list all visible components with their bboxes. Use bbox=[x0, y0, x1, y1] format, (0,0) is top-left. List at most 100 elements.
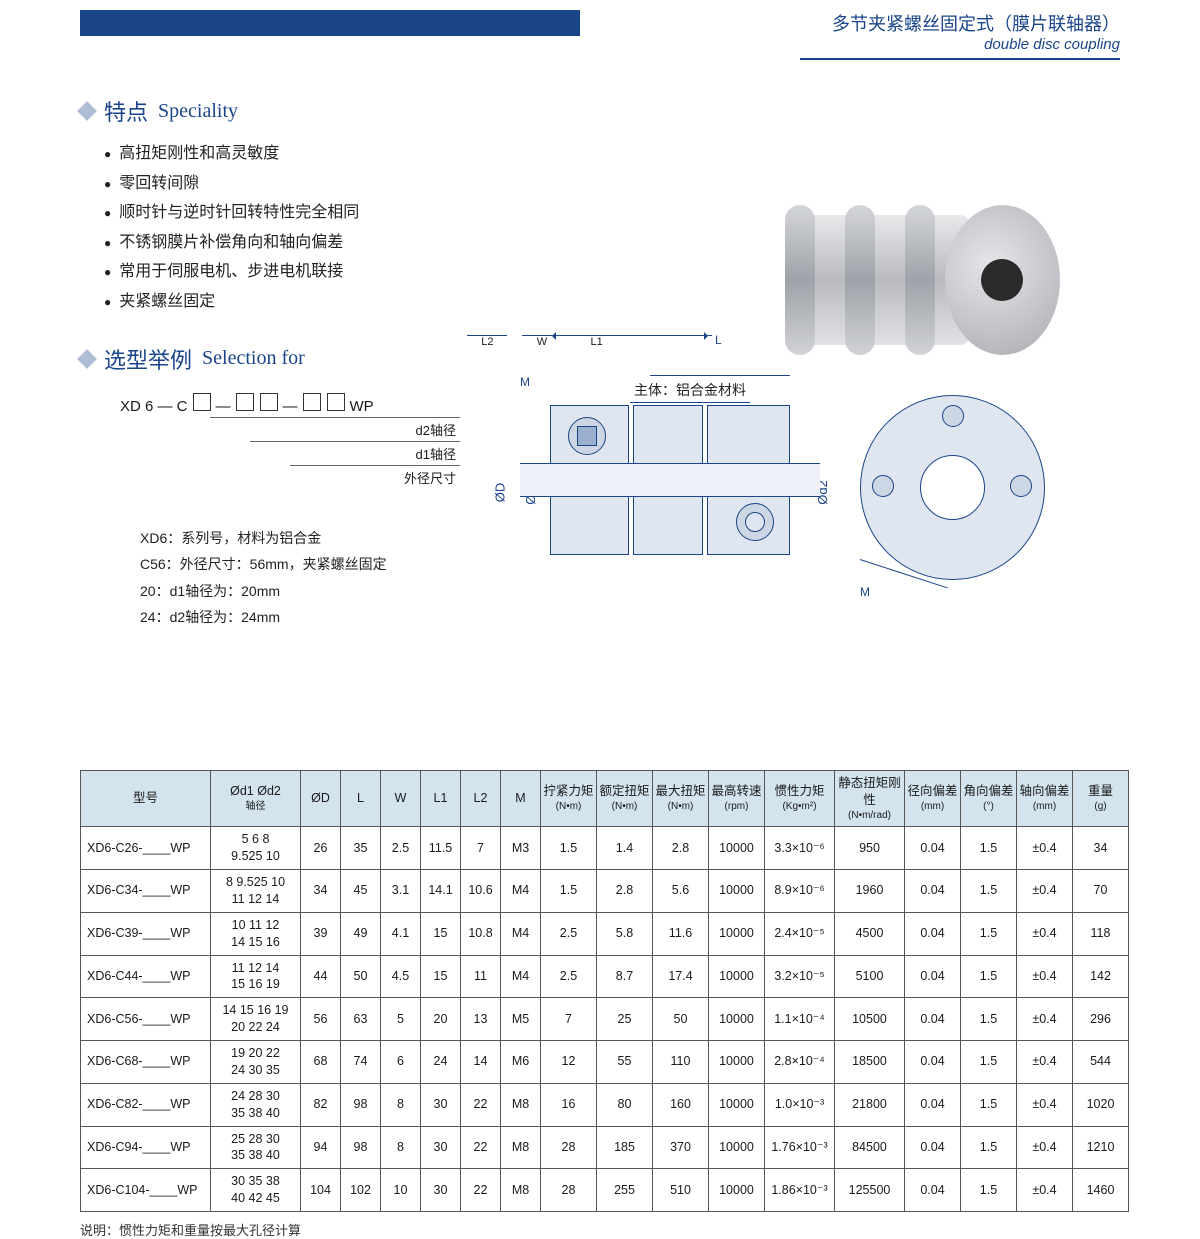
table-cell: 1.5 bbox=[961, 912, 1017, 955]
table-cell: 45 bbox=[341, 870, 381, 913]
table-cell: 7 bbox=[541, 998, 597, 1041]
table-cell: 1.5 bbox=[541, 827, 597, 870]
table-cell: 510 bbox=[653, 1169, 709, 1212]
table-cell: 1.76×10⁻³ bbox=[765, 1126, 835, 1169]
table-cell: ±0.4 bbox=[1017, 870, 1073, 913]
table-cell: 118 bbox=[1073, 912, 1129, 955]
table-row: XD6-C56-____WP14 15 16 1920 22 245663520… bbox=[81, 998, 1129, 1041]
table-cell: 1.5 bbox=[961, 1169, 1017, 1212]
table-header: 最大扭矩(N•m) bbox=[653, 771, 709, 827]
table-cell: 34 bbox=[1073, 827, 1129, 870]
table-cell: 1.5 bbox=[961, 1083, 1017, 1126]
table-cell: 22 bbox=[461, 1126, 501, 1169]
table-cell: 3.3×10⁻⁶ bbox=[765, 827, 835, 870]
table-cell: 82 bbox=[301, 1083, 341, 1126]
table-cell: 94 bbox=[301, 1126, 341, 1169]
table-cell: 70 bbox=[1073, 870, 1129, 913]
table-cell: 1.5 bbox=[961, 1041, 1017, 1084]
table-row: XD6-C26-____WP5 6 89.525 1026352.511.57M… bbox=[81, 827, 1129, 870]
table-cell: ±0.4 bbox=[1017, 998, 1073, 1041]
table-cell: 2.8×10⁻⁴ bbox=[765, 1041, 835, 1084]
table-cell: ±0.4 bbox=[1017, 1083, 1073, 1126]
table-cell: 1210 bbox=[1073, 1126, 1129, 1169]
table-cell: 98 bbox=[341, 1126, 381, 1169]
table-header: Ød1 Ød2轴径 bbox=[211, 771, 301, 827]
table-cell: 6 bbox=[381, 1041, 421, 1084]
table-row: XD6-C82-____WP24 28 3035 38 40829883022M… bbox=[81, 1083, 1129, 1126]
table-cell: 74 bbox=[341, 1041, 381, 1084]
table-row: XD6-C34-____WP8 9.525 1011 12 1434453.11… bbox=[81, 870, 1129, 913]
table-cell: 13 bbox=[461, 998, 501, 1041]
code-prefix: XD 6 — C bbox=[120, 398, 188, 415]
table-cell: 15 bbox=[421, 955, 461, 998]
table-cell: 63 bbox=[341, 998, 381, 1041]
table-cell: 5 bbox=[381, 998, 421, 1041]
table-cell: 14.1 bbox=[421, 870, 461, 913]
table-cell: 10.8 bbox=[461, 912, 501, 955]
table-cell: XD6-C39-____WP bbox=[81, 912, 211, 955]
legend-item: 外径尺寸 bbox=[290, 465, 460, 489]
table-header: L1 bbox=[421, 771, 461, 827]
table-cell: 0.04 bbox=[905, 955, 961, 998]
technical-diagram: M L L2 W L1 ØD Ød1 Ød2 M bbox=[460, 335, 1080, 615]
table-cell: 1.5 bbox=[961, 1126, 1017, 1169]
table-cell: 2.5 bbox=[381, 827, 421, 870]
table-cell: 68 bbox=[301, 1041, 341, 1084]
table-cell: 98 bbox=[341, 1083, 381, 1126]
feature-item: 零回转间隙 bbox=[104, 169, 1120, 199]
table-cell: 25 bbox=[597, 998, 653, 1041]
table-cell: M5 bbox=[501, 998, 541, 1041]
table-cell: XD6-C34-____WP bbox=[81, 870, 211, 913]
table-cell: 10000 bbox=[709, 998, 765, 1041]
table-cell: 30 35 3840 42 45 bbox=[211, 1169, 301, 1212]
table-cell: M8 bbox=[501, 1083, 541, 1126]
table-cell: 7 bbox=[461, 827, 501, 870]
feature-item: 高扭矩刚性和高灵敏度 bbox=[104, 139, 1120, 169]
table-cell: 1.0×10⁻³ bbox=[765, 1083, 835, 1126]
table-cell: 2.8 bbox=[597, 870, 653, 913]
table-cell: 1960 bbox=[835, 870, 905, 913]
table-cell: 14 15 16 1920 22 24 bbox=[211, 998, 301, 1041]
table-row: XD6-C68-____WP19 20 2224 30 35687462414M… bbox=[81, 1041, 1129, 1084]
table-header: L bbox=[341, 771, 381, 827]
table-cell: 0.04 bbox=[905, 870, 961, 913]
header-underline bbox=[800, 58, 1120, 60]
table-cell: 1.5 bbox=[961, 827, 1017, 870]
table-cell: M8 bbox=[501, 1126, 541, 1169]
table-cell: 24 bbox=[421, 1041, 461, 1084]
table-cell: 110 bbox=[653, 1041, 709, 1084]
table-header: 惯性力矩(Kg•m²) bbox=[765, 771, 835, 827]
table-cell: 10000 bbox=[709, 1169, 765, 1212]
label-L1: L1 bbox=[577, 335, 617, 348]
table-cell: 10 11 1214 15 16 bbox=[211, 912, 301, 955]
table-header: 拧紧力矩(N•m) bbox=[541, 771, 597, 827]
label-L: L bbox=[715, 333, 722, 347]
table-cell: 1.5 bbox=[961, 955, 1017, 998]
table-cell: 3.1 bbox=[381, 870, 421, 913]
spec-table-wrap: 型号Ød1 Ød2轴径ØDLWL1L2M拧紧力矩(N•m)额定扭矩(N•m)最大… bbox=[80, 770, 1120, 1239]
code-mid2: — bbox=[283, 398, 298, 415]
table-cell: 1020 bbox=[1073, 1083, 1129, 1126]
table-header: L2 bbox=[461, 771, 501, 827]
table-row: XD6-C104-____WP30 35 3840 42 45104102103… bbox=[81, 1169, 1129, 1212]
table-cell: 8 9.525 1011 12 14 bbox=[211, 870, 301, 913]
table-header: 最高转速(rpm) bbox=[709, 771, 765, 827]
table-cell: 25 28 3035 38 40 bbox=[211, 1126, 301, 1169]
table-cell: 55 bbox=[597, 1041, 653, 1084]
table-cell: 56 bbox=[301, 998, 341, 1041]
table-cell: 185 bbox=[597, 1126, 653, 1169]
table-cell: 44 bbox=[301, 955, 341, 998]
table-cell: 2.5 bbox=[541, 912, 597, 955]
table-cell: M8 bbox=[501, 1169, 541, 1212]
table-cell: ±0.4 bbox=[1017, 1126, 1073, 1169]
table-cell: 0.04 bbox=[905, 827, 961, 870]
table-header: W bbox=[381, 771, 421, 827]
table-cell: 2.4×10⁻⁵ bbox=[765, 912, 835, 955]
table-cell: 28 bbox=[541, 1169, 597, 1212]
table-header: 角向偏差(°) bbox=[961, 771, 1017, 827]
legend-item: d1轴径 bbox=[250, 441, 460, 465]
code-suffix: WP bbox=[350, 398, 374, 415]
header-en: double disc coupling bbox=[832, 36, 1120, 53]
table-cell: ±0.4 bbox=[1017, 1041, 1073, 1084]
header-blue-bar bbox=[80, 10, 580, 36]
